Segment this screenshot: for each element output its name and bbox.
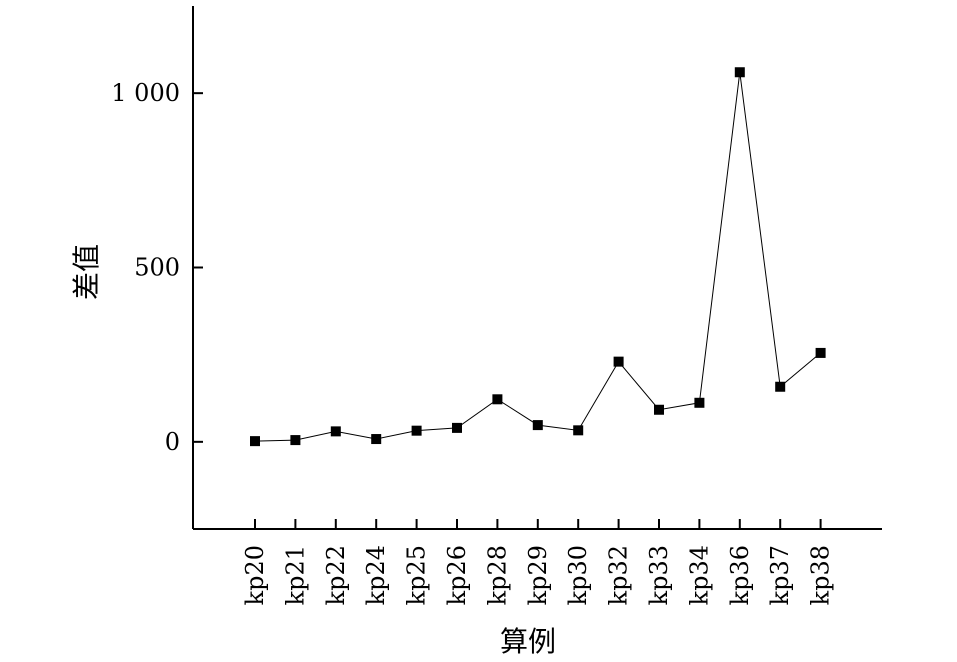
series-markers bbox=[250, 67, 826, 447]
x-tick-label: kp30 bbox=[564, 545, 592, 605]
x-tick-label: kp21 bbox=[281, 545, 309, 605]
data-point-marker bbox=[775, 381, 786, 392]
x-tick-label: kp25 bbox=[403, 545, 431, 605]
x-tick-label: kp34 bbox=[685, 545, 713, 605]
x-tick-label: kp22 bbox=[322, 545, 350, 605]
x-tick-label: kp33 bbox=[645, 545, 673, 605]
data-point-marker bbox=[815, 347, 826, 358]
data-point-marker bbox=[734, 67, 745, 78]
x-tick-label: kp28 bbox=[483, 545, 511, 605]
x-ticks: kp20 kp21 kp22 kp24 kp25 kp26 kp28 kp29 kp30 kp32… bbox=[241, 519, 835, 605]
x-tick-label: kp29 bbox=[524, 545, 552, 605]
data-point-marker bbox=[330, 426, 341, 437]
x-tick-label: kp20 bbox=[241, 545, 269, 605]
data-point-marker bbox=[492, 394, 503, 405]
data-point-marker bbox=[694, 397, 705, 408]
x-tick-label: kp36 bbox=[726, 545, 754, 605]
y-tick-label: 0 bbox=[165, 428, 180, 456]
x-tick-label: kp38 bbox=[807, 545, 835, 605]
x-tick-label: kp26 bbox=[443, 545, 471, 605]
data-point-marker bbox=[290, 435, 301, 446]
x-tick-label: kp32 bbox=[605, 545, 633, 605]
x-tick-label: kp37 bbox=[766, 545, 794, 605]
series-line bbox=[254, 72, 821, 442]
data-point-marker bbox=[573, 425, 584, 436]
y-ticks: 0 500 1 000 bbox=[111, 79, 203, 456]
y-tick-label: 500 bbox=[134, 254, 180, 282]
data-point-marker bbox=[371, 434, 382, 445]
data-point-marker bbox=[411, 425, 422, 436]
y-tick-label: 1 000 bbox=[111, 79, 180, 107]
x-axis-title: 算例 bbox=[500, 625, 556, 658]
data-point-marker bbox=[532, 420, 543, 431]
x-tick-label: kp24 bbox=[362, 545, 390, 605]
data-point-marker bbox=[613, 356, 624, 367]
data-point-marker bbox=[250, 436, 260, 447]
data-point-marker bbox=[654, 404, 664, 415]
y-axis-title: 差值 bbox=[70, 244, 103, 300]
data-point-marker bbox=[452, 422, 462, 433]
